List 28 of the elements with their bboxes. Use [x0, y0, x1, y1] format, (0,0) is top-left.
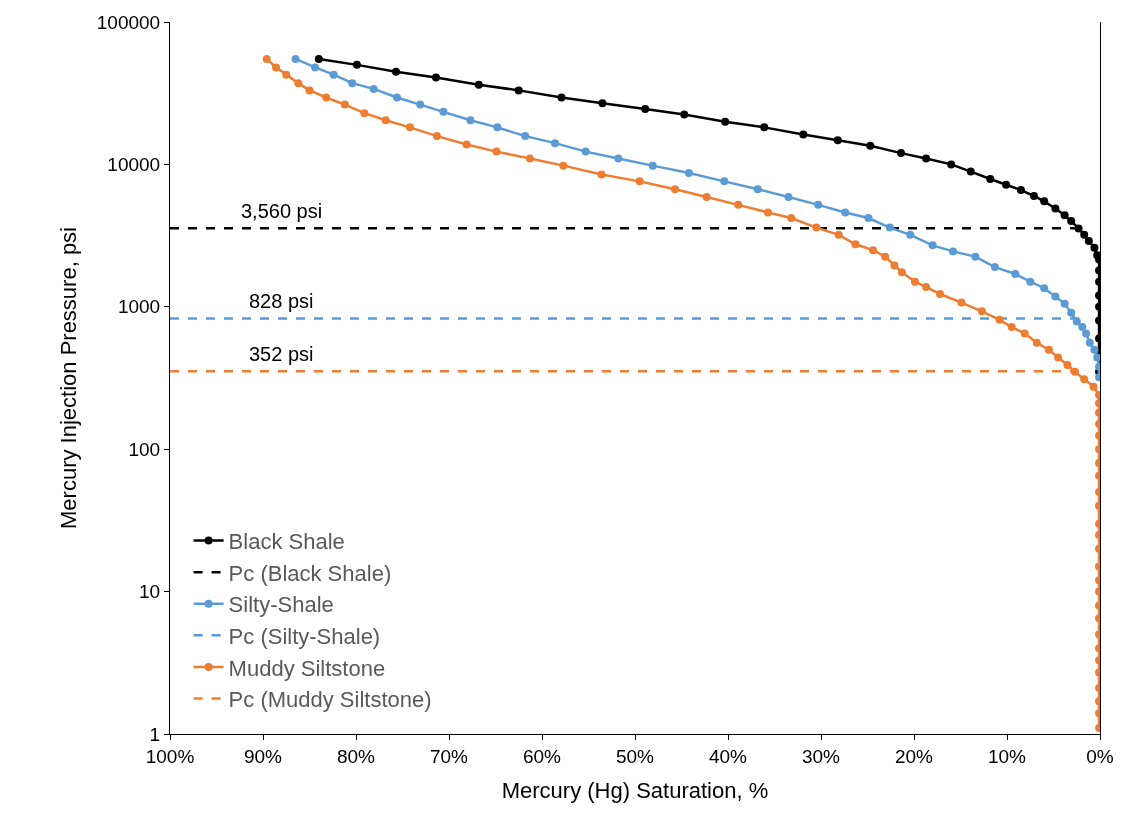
legend-label: Muddy Siltstone [228, 655, 386, 681]
legend-label: Pc (Silty-Shale) [228, 623, 381, 649]
y-tick-label: 1 [149, 723, 161, 745]
x-tick-label: 0% [1086, 745, 1114, 767]
annotation: 828 psi [249, 290, 314, 312]
annotation: 3,560 psi [241, 200, 323, 222]
legend-label: Silty-Shale [228, 592, 334, 618]
x-axis-title: Mercury (Hg) Saturation, % [501, 777, 769, 803]
legend-label: Black Shale [228, 529, 345, 555]
x-tick-label: 20% [894, 745, 934, 767]
x-tick-label: 60% [522, 745, 562, 767]
x-tick-label: 70% [429, 745, 469, 767]
x-tick-label: 10% [987, 745, 1027, 767]
y-tick-label: 100000 [96, 11, 161, 33]
x-tick-label: 100% [145, 745, 195, 767]
y-tick-label: 1000 [117, 296, 161, 318]
x-tick-label: 40% [708, 745, 748, 767]
legend-label: Pc (Black Shale) [228, 560, 392, 586]
x-tick-label: 50% [615, 745, 655, 767]
y-tick-label: 10000 [107, 154, 161, 176]
annotation: 352 psi [249, 343, 314, 365]
legend-label: Pc (Muddy Siltstone) [228, 687, 432, 713]
x-tick-label: 30% [801, 745, 841, 767]
x-tick-label: 80% [336, 745, 376, 767]
x-tick-label: 90% [243, 745, 283, 767]
y-axis-title: Mercury Injection Pressure, psi [55, 227, 81, 529]
y-tick-label: 100 [128, 438, 161, 460]
y-tick-label: 10 [139, 581, 161, 603]
